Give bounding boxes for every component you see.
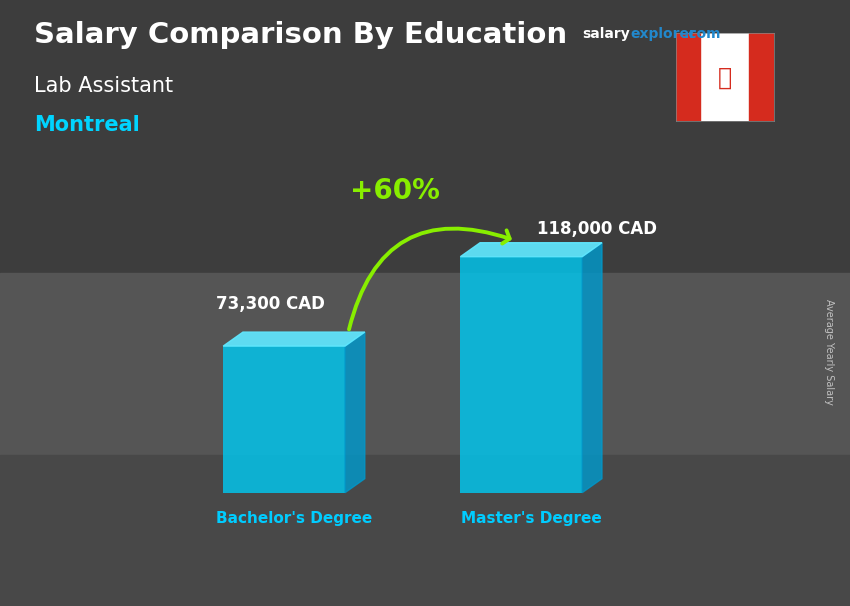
Text: Average Yearly Salary: Average Yearly Salary bbox=[824, 299, 834, 404]
Bar bbox=[749, 33, 774, 121]
Text: 118,000 CAD: 118,000 CAD bbox=[537, 220, 657, 238]
Text: Salary Comparison By Education: Salary Comparison By Education bbox=[34, 21, 567, 49]
Text: +60%: +60% bbox=[349, 178, 439, 205]
Text: Master's Degree: Master's Degree bbox=[461, 511, 602, 527]
Text: Lab Assistant: Lab Assistant bbox=[34, 76, 173, 96]
Bar bbox=[676, 33, 700, 121]
Polygon shape bbox=[224, 332, 365, 346]
Bar bbox=[461, 257, 582, 493]
Text: Bachelor's Degree: Bachelor's Degree bbox=[216, 511, 372, 527]
Polygon shape bbox=[461, 242, 602, 257]
Text: 73,300 CAD: 73,300 CAD bbox=[217, 296, 326, 313]
Text: .com: .com bbox=[683, 27, 721, 41]
Text: explorer: explorer bbox=[631, 27, 697, 41]
Polygon shape bbox=[345, 332, 365, 493]
Text: 🍁: 🍁 bbox=[717, 65, 732, 89]
Polygon shape bbox=[582, 242, 602, 493]
Text: Montreal: Montreal bbox=[34, 115, 139, 135]
Bar bbox=[224, 346, 345, 493]
Text: salary: salary bbox=[582, 27, 630, 41]
